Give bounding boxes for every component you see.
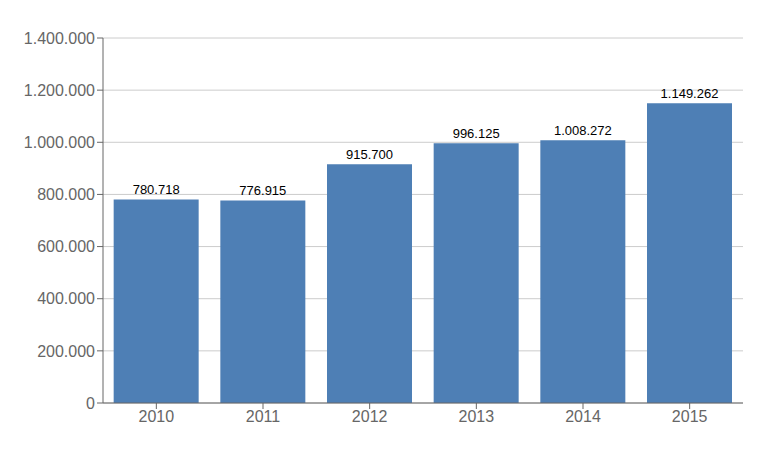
svg-text:780.718: 780.718	[133, 182, 180, 197]
svg-text:1.200.000: 1.200.000	[24, 82, 95, 99]
svg-text:2012: 2012	[352, 408, 388, 425]
svg-text:2014: 2014	[565, 408, 601, 425]
svg-text:2010: 2010	[139, 408, 175, 425]
svg-text:2013: 2013	[459, 408, 495, 425]
svg-text:1.400.000: 1.400.000	[24, 30, 95, 47]
svg-text:1.000.000: 1.000.000	[24, 134, 95, 151]
svg-text:776.915: 776.915	[239, 183, 286, 198]
svg-text:600.000: 600.000	[37, 238, 95, 255]
svg-text:800.000: 800.000	[37, 186, 95, 203]
svg-text:1.008.272: 1.008.272	[554, 123, 612, 138]
svg-text:2011: 2011	[246, 408, 281, 425]
svg-text:400.000: 400.000	[37, 290, 95, 307]
svg-text:200.000: 200.000	[37, 343, 95, 360]
svg-text:915.700: 915.700	[346, 147, 393, 162]
svg-text:996.125: 996.125	[453, 126, 500, 141]
svg-text:1.149.262: 1.149.262	[661, 86, 719, 101]
svg-text:0: 0	[86, 395, 95, 412]
svg-text:2015: 2015	[672, 408, 708, 425]
